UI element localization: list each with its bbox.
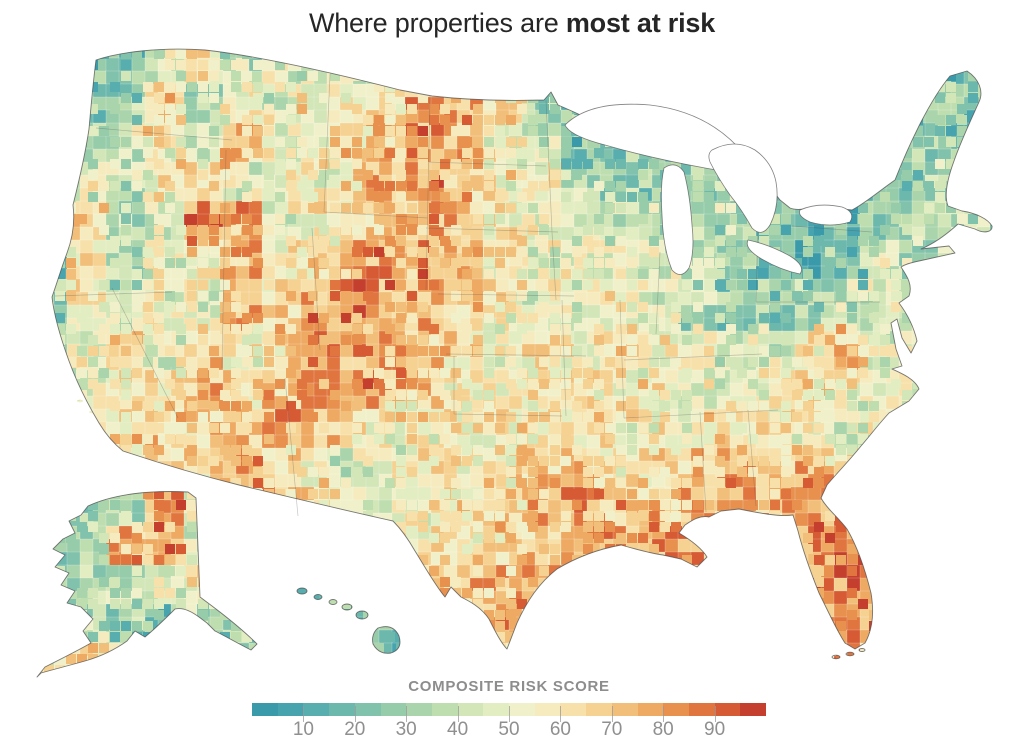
legend-tick-mark	[714, 706, 716, 722]
legend-tick-label: 60	[549, 719, 571, 740]
colorbar-segment	[534, 703, 561, 716]
alaska-outline	[36, 491, 258, 678]
legend-tick-labels: 10 20 30 40 50 60 70 80 90	[252, 719, 766, 747]
lake-huron	[708, 143, 778, 233]
colorbar-segment	[380, 703, 407, 716]
chart-title-prefix: Where properties are	[308, 8, 566, 38]
florida-keys-outline	[858, 648, 866, 652]
legend-tick-label: 50	[498, 719, 520, 740]
legend-tick-mark	[611, 706, 613, 722]
hawaii-big-island-outline	[372, 626, 401, 654]
hawaii-island-outline	[313, 594, 323, 600]
legend-tick-label: 80	[652, 719, 674, 740]
florida-keys-outline	[831, 654, 841, 660]
great-lakes	[564, 103, 853, 275]
colorbar-segment	[637, 703, 664, 716]
colorbar-segment	[483, 703, 510, 716]
colorbar-segment	[252, 703, 278, 716]
legend: COMPOSITE RISK SCORE 10 20 30 40 50 60 70 80 90	[252, 678, 767, 756]
colorbar-segment	[354, 703, 381, 716]
lake-michigan	[660, 164, 694, 275]
colorbar-segment	[329, 703, 355, 716]
legend-tick-mark	[663, 706, 665, 722]
colorbar-segment	[611, 703, 638, 716]
legend-tick-mark	[457, 706, 459, 722]
colorbar-segment	[714, 703, 741, 716]
colorbar-segment	[586, 703, 612, 716]
state-borders	[54, 73, 880, 517]
florida-keys-outline	[845, 651, 855, 657]
colorbar-segment	[431, 703, 458, 716]
chart-title: Where properties are most at risk	[0, 8, 1024, 39]
hawaii-island-outline	[355, 610, 369, 620]
hawaii-island-outline	[328, 599, 338, 605]
legend-tick-label: 10	[292, 719, 314, 740]
lake-erie	[746, 239, 803, 275]
legend-title: COMPOSITE RISK SCORE	[408, 678, 610, 695]
legend-tick-mark	[406, 706, 408, 722]
colorbar-segment	[663, 703, 689, 716]
legend-tick-label: 40	[447, 719, 469, 740]
colorbar-segment	[303, 703, 330, 716]
legend-tick-label: 90	[704, 719, 726, 740]
legend-tick-label: 20	[344, 719, 366, 740]
colorbar-segment	[740, 703, 767, 716]
chart-title-emphasis: most at risk	[565, 8, 716, 38]
legend-tick-label: 30	[395, 719, 417, 740]
colorbar-segment	[509, 703, 535, 716]
county-cells-layer	[37, 49, 993, 677]
hawaii-island-outline	[296, 587, 308, 595]
colorbar-segment	[688, 703, 715, 716]
legend-colorbar	[252, 703, 767, 722]
legend-tick-mark	[303, 706, 305, 722]
legend-tick-mark	[509, 706, 510, 722]
colorbar-segment	[560, 703, 587, 716]
colorbar-segment	[457, 703, 484, 716]
legend-tick-label: 70	[601, 719, 623, 740]
colorbar-segment	[406, 703, 432, 716]
legend-tick-mark	[560, 706, 562, 722]
legend-tick-mark	[354, 706, 356, 722]
lake-ontario	[799, 204, 853, 226]
hawaii-island-outline	[341, 603, 353, 611]
colorbar-segment	[277, 703, 304, 716]
